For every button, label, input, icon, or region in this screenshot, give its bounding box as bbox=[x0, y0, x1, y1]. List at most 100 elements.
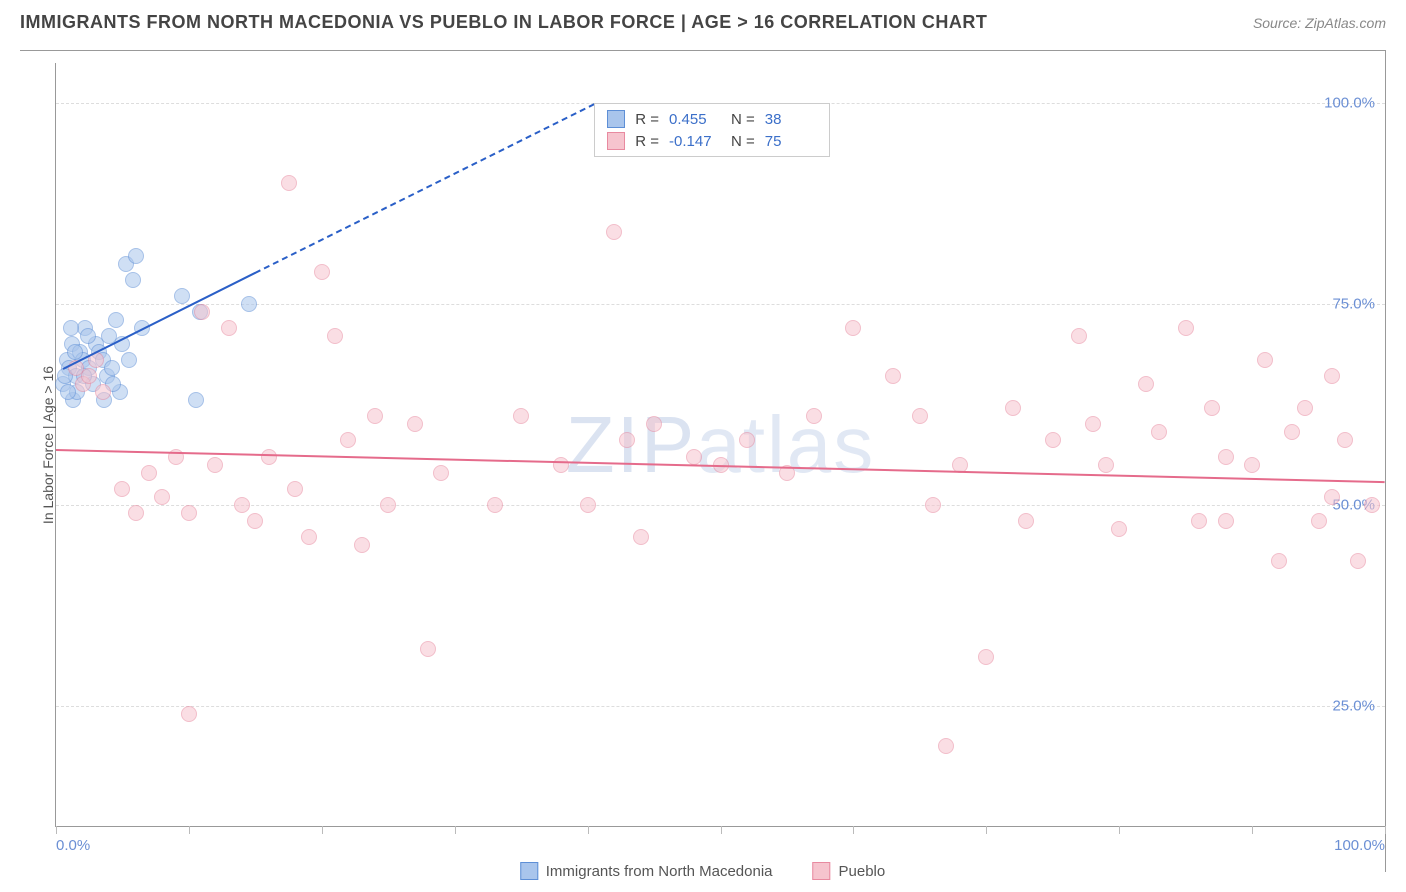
data-point bbox=[1071, 328, 1087, 344]
plot-area: In Labor Force | Age > 16 ZIPatlas 25.0%… bbox=[55, 63, 1385, 827]
data-point bbox=[912, 408, 928, 424]
data-point bbox=[287, 481, 303, 497]
swatch-icon bbox=[607, 132, 625, 150]
data-point bbox=[1138, 376, 1154, 392]
data-point bbox=[221, 320, 237, 336]
data-point bbox=[241, 296, 257, 312]
data-point bbox=[125, 272, 141, 288]
stat-value: 38 bbox=[765, 111, 817, 128]
legend-label: Pueblo bbox=[839, 863, 886, 880]
x-tick bbox=[455, 826, 456, 834]
chart-container: In Labor Force | Age > 16 ZIPatlas 25.0%… bbox=[20, 50, 1386, 872]
stat-value: 0.455 bbox=[669, 111, 721, 128]
legend: Immigrants from North Macedonia Pueblo bbox=[510, 862, 895, 880]
stat-label: R = bbox=[635, 133, 659, 150]
x-tick bbox=[189, 826, 190, 834]
data-point bbox=[247, 513, 263, 529]
legend-item: Pueblo bbox=[813, 862, 886, 880]
data-point bbox=[95, 384, 111, 400]
data-point bbox=[513, 408, 529, 424]
data-point bbox=[646, 416, 662, 432]
x-tick bbox=[1385, 826, 1386, 834]
data-point bbox=[487, 497, 503, 513]
stat-label: N = bbox=[731, 133, 755, 150]
data-point bbox=[1364, 497, 1380, 513]
data-point bbox=[619, 432, 635, 448]
data-point bbox=[281, 175, 297, 191]
data-point bbox=[234, 497, 250, 513]
swatch-icon bbox=[520, 862, 538, 880]
legend-label: Immigrants from North Macedonia bbox=[546, 863, 773, 880]
data-point bbox=[1018, 513, 1034, 529]
data-point bbox=[925, 497, 941, 513]
data-point bbox=[1337, 432, 1353, 448]
data-point bbox=[261, 449, 277, 465]
chart-title: IMMIGRANTS FROM NORTH MACEDONIA VS PUEBL… bbox=[20, 12, 987, 33]
data-point bbox=[1284, 424, 1300, 440]
data-point bbox=[1324, 489, 1340, 505]
stat-value: -0.147 bbox=[669, 133, 721, 150]
watermark: ZIPatlas bbox=[566, 399, 875, 491]
data-point bbox=[154, 489, 170, 505]
data-point bbox=[108, 312, 124, 328]
data-point bbox=[207, 457, 223, 473]
data-point bbox=[420, 641, 436, 657]
data-point bbox=[104, 360, 120, 376]
trend-line bbox=[255, 103, 595, 273]
data-point bbox=[1111, 521, 1127, 537]
data-point bbox=[1257, 352, 1273, 368]
data-point bbox=[1311, 513, 1327, 529]
data-point bbox=[128, 505, 144, 521]
stats-box: R =0.455N =38R =-0.147N =75 bbox=[594, 103, 830, 157]
data-point bbox=[174, 288, 190, 304]
y-tick-label: 25.0% bbox=[1332, 697, 1375, 714]
data-point bbox=[1218, 513, 1234, 529]
data-point bbox=[340, 432, 356, 448]
data-point bbox=[354, 537, 370, 553]
data-point bbox=[580, 497, 596, 513]
y-tick-label: 100.0% bbox=[1324, 95, 1375, 112]
swatch-icon bbox=[607, 110, 625, 128]
stat-value: 75 bbox=[765, 133, 817, 150]
stat-label: R = bbox=[635, 111, 659, 128]
data-point bbox=[1271, 553, 1287, 569]
data-point bbox=[81, 368, 97, 384]
data-point bbox=[1218, 449, 1234, 465]
data-point bbox=[845, 320, 861, 336]
data-point bbox=[114, 481, 130, 497]
data-point bbox=[63, 320, 79, 336]
data-point bbox=[739, 432, 755, 448]
source-label: Source: ZipAtlas.com bbox=[1253, 15, 1386, 31]
data-point bbox=[121, 352, 137, 368]
data-point bbox=[380, 497, 396, 513]
data-point bbox=[1204, 400, 1220, 416]
data-point bbox=[1098, 457, 1114, 473]
data-point bbox=[181, 706, 197, 722]
y-tick-label: 75.0% bbox=[1332, 295, 1375, 312]
x-tick bbox=[1252, 826, 1253, 834]
data-point bbox=[1324, 368, 1340, 384]
x-tick bbox=[986, 826, 987, 834]
legend-item: Immigrants from North Macedonia bbox=[520, 862, 773, 880]
swatch-icon bbox=[813, 862, 831, 880]
gridline bbox=[56, 706, 1385, 707]
data-point bbox=[686, 449, 702, 465]
data-point bbox=[633, 529, 649, 545]
data-point bbox=[1297, 400, 1313, 416]
data-point bbox=[938, 738, 954, 754]
data-point bbox=[1005, 400, 1021, 416]
data-point bbox=[314, 264, 330, 280]
data-point bbox=[367, 408, 383, 424]
data-point bbox=[1178, 320, 1194, 336]
x-tick bbox=[56, 826, 57, 834]
data-point bbox=[606, 224, 622, 240]
data-point bbox=[885, 368, 901, 384]
x-tick bbox=[721, 826, 722, 834]
gridline bbox=[56, 505, 1385, 506]
data-point bbox=[1045, 432, 1061, 448]
data-point bbox=[433, 465, 449, 481]
trend-line bbox=[56, 449, 1385, 483]
data-point bbox=[407, 416, 423, 432]
data-point bbox=[67, 344, 83, 360]
x-tick-label: 100.0% bbox=[1334, 837, 1385, 854]
